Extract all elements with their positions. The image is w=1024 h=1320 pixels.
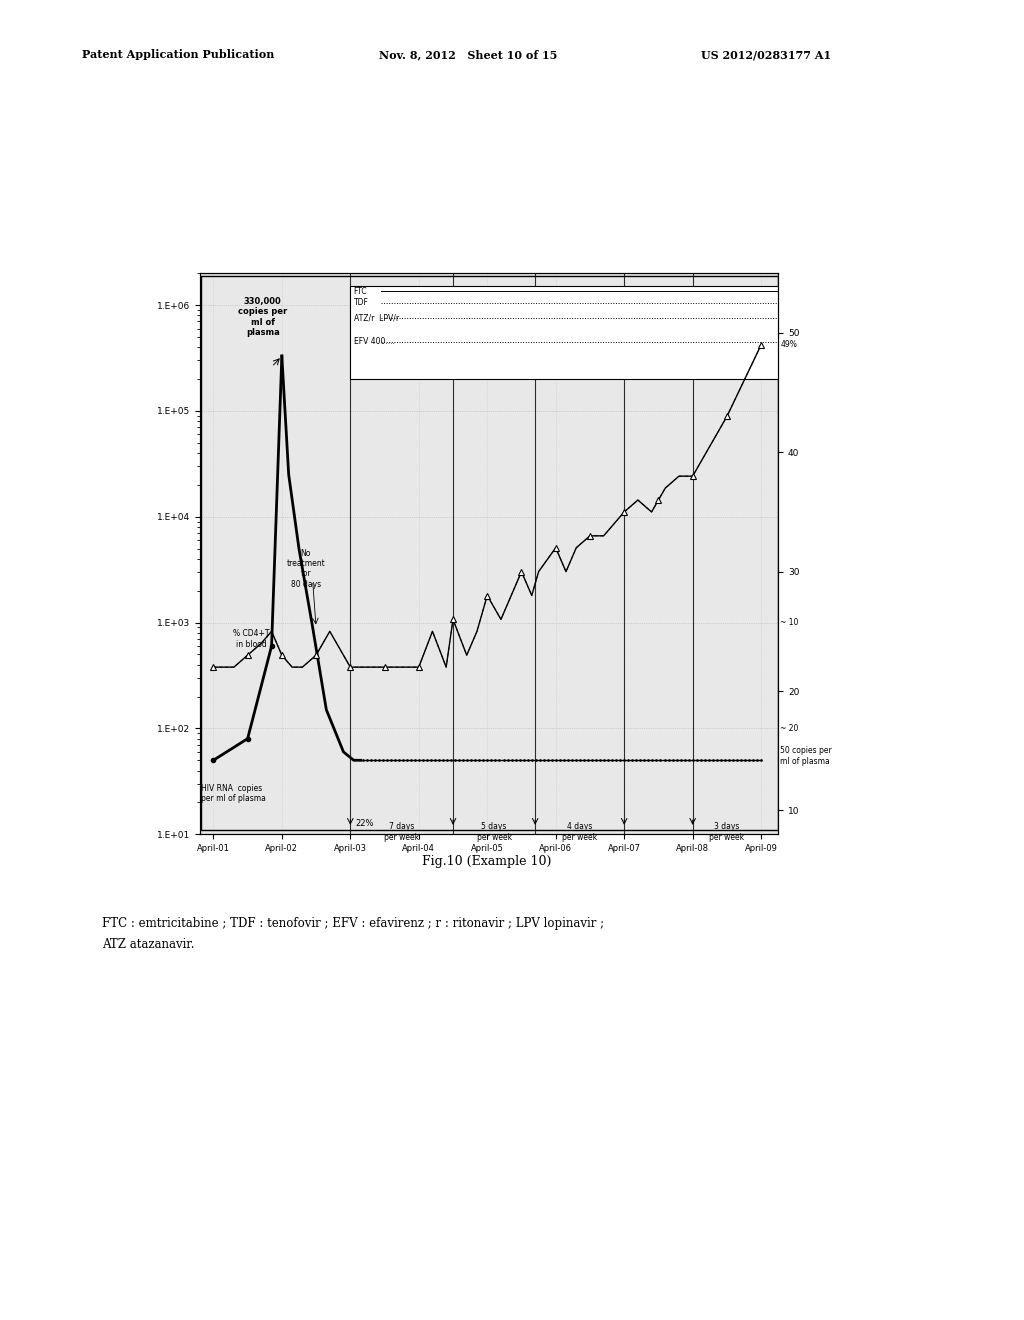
Text: ATZ/r  LPV/r: ATZ/r LPV/r	[353, 314, 399, 323]
Text: FTC: FTC	[353, 286, 368, 296]
Text: 50 copies per
ml of plasma: 50 copies per ml of plasma	[780, 746, 833, 766]
Text: 49%: 49%	[780, 341, 797, 350]
Text: Nov. 8, 2012   Sheet 10 of 15: Nov. 8, 2012 Sheet 10 of 15	[379, 49, 557, 61]
Text: HIV RNA  copies
per ml of plasma: HIV RNA copies per ml of plasma	[201, 784, 266, 803]
Text: ~ 20: ~ 20	[780, 723, 799, 733]
Text: FTC : emtricitabine ; TDF : tenofovir ; EFV : efavirenz ; r : ritonavir ; LPV lo: FTC : emtricitabine ; TDF : tenofovir ; …	[102, 916, 604, 929]
Text: % CD4+T
in blood: % CD4+T in blood	[232, 630, 269, 648]
Text: 5 days
per week: 5 days per week	[476, 822, 512, 842]
Text: ATZ atazanavir.: ATZ atazanavir.	[102, 937, 195, 950]
Text: 4 days
per week: 4 days per week	[562, 822, 597, 842]
Text: Patent Application Publication: Patent Application Publication	[82, 49, 274, 61]
Text: US 2012/0283177 A1: US 2012/0283177 A1	[701, 49, 831, 61]
Text: No
treatment
for
80 days: No treatment for 80 days	[287, 549, 326, 589]
Text: TDF: TDF	[353, 298, 369, 308]
Text: ~ 10: ~ 10	[780, 618, 799, 627]
Text: 3 days
per week: 3 days per week	[710, 822, 744, 842]
Bar	[350, 286, 778, 379]
Text: EFV 400....: EFV 400....	[353, 338, 394, 346]
Text: 22%: 22%	[355, 818, 375, 828]
Text: 7 days
per week: 7 days per week	[384, 822, 419, 842]
Text: Fig.10 (Example 10): Fig.10 (Example 10)	[422, 854, 551, 867]
Text: 330,000
copies per
ml of
plasma: 330,000 copies per ml of plasma	[238, 297, 288, 337]
